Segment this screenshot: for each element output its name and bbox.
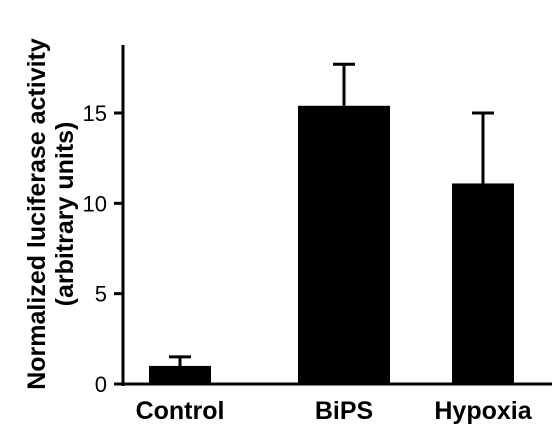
y-axis-title-line1: Normalized luciferase activity bbox=[23, 38, 51, 390]
x-label-control: Control bbox=[136, 397, 225, 425]
bar-control bbox=[149, 365, 211, 384]
y-tick-label-5: 5 bbox=[95, 282, 107, 307]
y-tick-label-0: 0 bbox=[95, 372, 107, 397]
x-label-bips: BiPS bbox=[315, 397, 373, 425]
y-tick-label-15: 15 bbox=[83, 101, 107, 126]
bar-bips bbox=[298, 105, 390, 385]
x-label-hypoxia: Hypoxia bbox=[434, 397, 532, 425]
plot-area: 0 5 10 15 Control BiPS Hypoxia bbox=[83, 45, 552, 425]
y-axis-title-line2: (arbitrary units) bbox=[51, 122, 79, 307]
y-tick-label-10: 10 bbox=[83, 191, 107, 216]
bar-hypoxia bbox=[452, 183, 514, 384]
